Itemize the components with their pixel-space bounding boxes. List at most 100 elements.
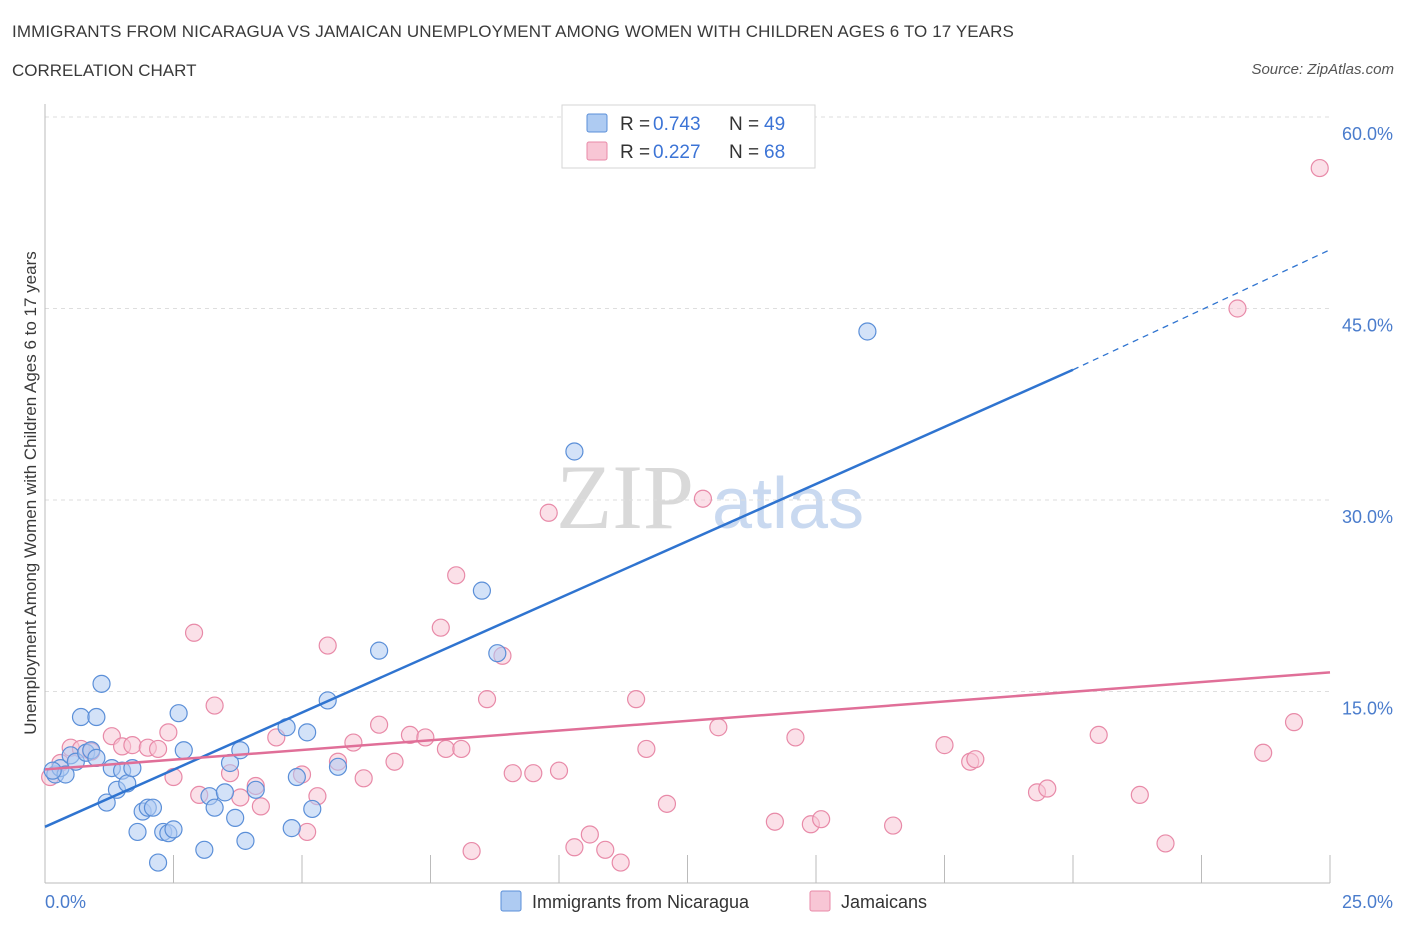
watermark-atlas: atlas [712,464,864,544]
nicaragua-point [143,798,163,817]
x-tick-label-max: 25.0% [1342,892,1393,912]
nicaragua-point [169,704,188,723]
nicaragua-point [174,741,193,760]
jamaicans-point [431,618,450,637]
jamaicans-point [580,825,599,844]
stats-legend: R = 0.743 N = 49 R = 0.227 N = 68 [561,104,816,169]
jamaicans-point [549,761,569,780]
jamaicans-point [1130,785,1149,805]
series-legend-swatch-jamaicans [809,890,831,912]
nicaragua-point [488,644,507,663]
chart-title: IMMIGRANTS FROM NICARAGUA VS JAMAICAN UN… [12,22,1014,41]
x-tick-label-min: 0.0% [45,892,86,912]
nicaragua-point [328,757,348,776]
jamaicans-point [1228,299,1247,318]
nicaragua-point [287,767,306,787]
jamaicans-point [231,788,250,807]
jamaicans-point [1284,713,1304,732]
nicaragua-point [282,819,301,838]
nicaragua-point [370,641,389,660]
jamaicans-point [385,752,404,771]
nicaragua-point [298,723,317,742]
nicaragua-point [87,707,106,727]
series-legend-label-nicaragua: Immigrants from Nicaragua [532,892,750,912]
jamaicans-point [416,728,435,747]
nicaragua-point [92,674,111,693]
legend-n-label-nicaragua: N = [729,114,759,135]
legend-n-label-jamaicans: N = [729,142,759,163]
nicaragua-point [128,822,147,842]
series-legend-label-jamaicans: Jamaicans [841,892,927,912]
jamaicans-point [436,739,456,759]
nicaragua-point [43,761,62,780]
jamaicans-point [205,696,224,715]
jamaicans-point [462,841,481,861]
y-tick-label: 45.0% [1342,316,1393,336]
jamaicans-point [184,623,204,642]
jamaicans-point [1038,779,1057,798]
jamaicans-point [709,718,728,737]
jamaicans-point [1310,158,1329,178]
jamaicans-point [611,853,630,872]
jamaicans-point [1089,725,1108,745]
y-tick-label: 60.0% [1342,124,1393,144]
legend-swatch-jamaicans [586,141,608,161]
jamaicans-point [966,750,985,769]
trend-lines [44,249,1331,828]
jamaicans-point [318,636,337,655]
nicaragua-point [226,808,245,827]
chart-subtitle: CORRELATION CHART [12,61,197,80]
nicaragua-point [164,820,183,839]
y-tick-label: 15.0% [1342,699,1393,719]
jamaicans-point [298,822,317,842]
jamaicans-point [637,739,656,759]
legend-n-value-jamaicans: 68 [764,142,785,163]
legend-r-value-jamaicans: 0.227 [653,142,701,163]
jamaicans-point [596,840,615,859]
y-tick-label: 30.0% [1342,507,1393,527]
jamaicans-point [503,764,522,783]
nicaragua-point [195,840,214,859]
jamaicans-point [657,794,677,813]
jamaicans-point [159,723,178,742]
series-legend: Immigrants from Nicaragua Jamaicans [500,890,927,912]
jamaicans-point [626,690,646,709]
source-label: Source: ZipAtlas.com [1251,61,1394,78]
jamaicans-point [786,728,805,747]
legend-n-value-nicaragua: 49 [764,114,785,135]
nicaragua-point [236,831,255,850]
jamaicans-point [354,769,373,788]
nicaragua-trend-extension [1072,249,1331,371]
jamaicans-point [1156,834,1175,853]
jamaicans-point [452,739,471,759]
y-axis-label: Unemployment Among Women with Children A… [21,251,40,735]
nicaragua-point [205,798,224,817]
nicaragua-point [215,783,234,802]
legend-r-value-nicaragua: 0.743 [653,114,701,135]
jamaicans-point [693,489,713,508]
jamaicans-point [344,733,363,752]
jamaicans-point [1254,743,1273,762]
jamaicans-point [251,797,270,816]
jamaicans-point [565,838,584,857]
jamaicans-point [477,690,497,709]
jamaicans-point [148,739,168,759]
legend-r-label-jamaicans: R = [620,142,650,163]
jamaicans-point [447,566,466,585]
gridlines [45,116,1330,692]
nicaragua-points [43,322,877,872]
y-axis-tick-labels: 15.0% 30.0% 45.0% 60.0% [1342,124,1393,719]
jamaicans-point [539,503,558,522]
nicaragua-point [71,707,91,727]
jamaicans-point [765,812,784,831]
series-legend-swatch-nicaragua [500,890,522,912]
legend-swatch-nicaragua [586,113,608,133]
jamaicans-point [123,736,142,755]
nicaragua-point [148,853,168,872]
jamaicans-point [524,764,543,783]
jamaicans-point [812,810,831,829]
jamaicans-point [370,715,389,734]
jamaicans-point [883,816,903,835]
nicaragua-point [565,442,584,461]
